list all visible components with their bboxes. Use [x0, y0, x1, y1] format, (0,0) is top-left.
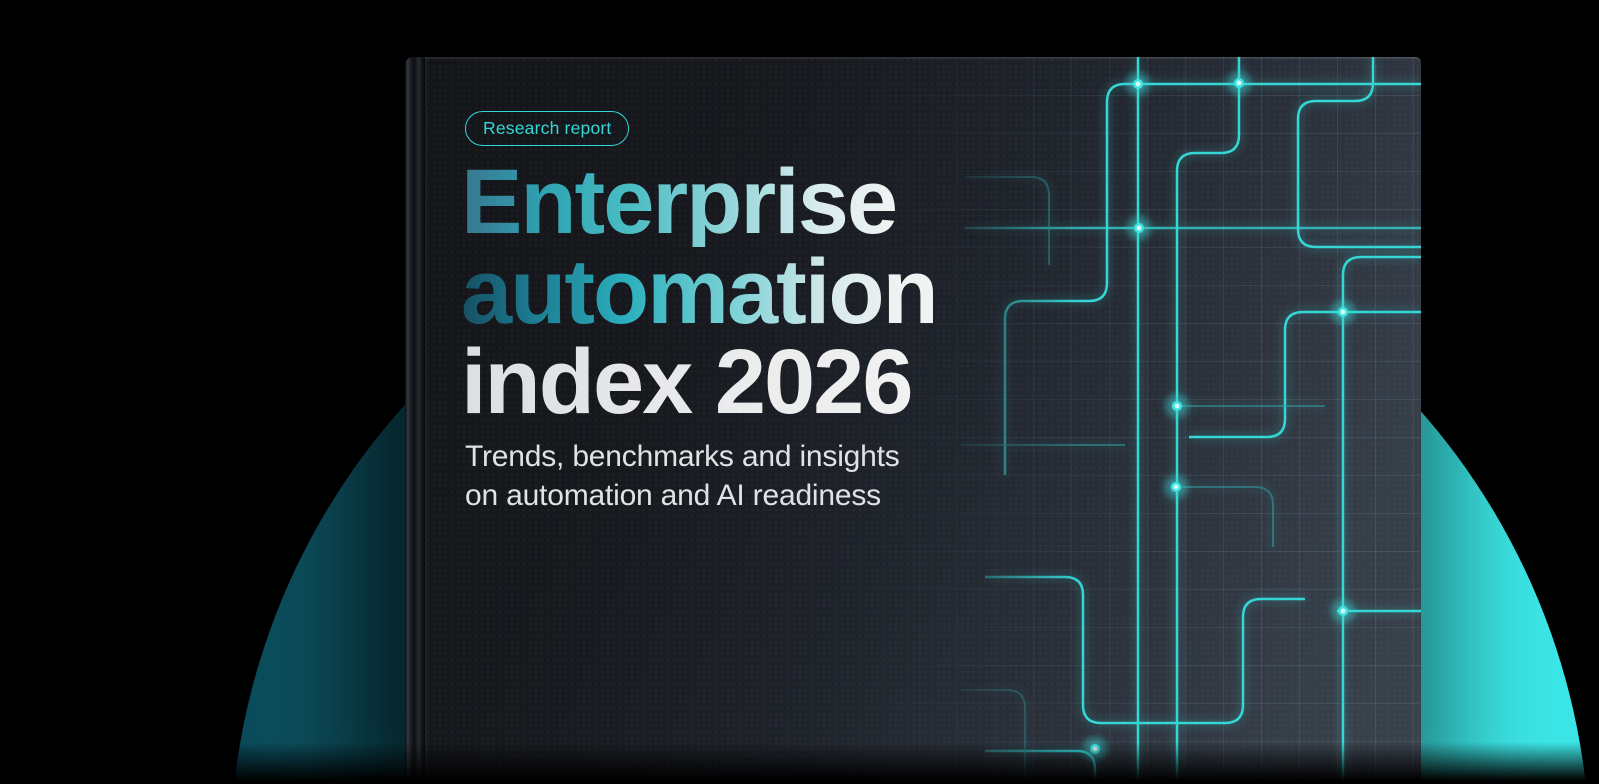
subtitle-line-1: Trends, benchmarks and insights — [465, 440, 900, 473]
badge-label: Research report — [483, 118, 612, 138]
report-subtitle: Trends, benchmarks and insights on autom… — [465, 437, 900, 515]
book-spine — [405, 57, 425, 784]
title-line-3: index 2026 — [461, 336, 937, 428]
title-line-1: Enterprise — [461, 156, 937, 248]
grid-pattern — [843, 57, 1421, 784]
book-cover-front: Research report Enterprise automation in… — [425, 57, 1421, 784]
report-type-badge: Research report — [465, 111, 630, 146]
cover-content: Research report Enterprise automation in… — [425, 57, 1421, 784]
report-title: Enterprise automation index 2026 — [461, 156, 939, 428]
title-line-2: automation — [461, 241, 939, 343]
bottom-fade-overlay — [0, 742, 1599, 784]
subtitle-line-2: on automation and AI readiness — [465, 479, 881, 512]
halftone-texture — [425, 57, 1421, 784]
report-cover-mockup: Research report Enterprise automation in… — [405, 57, 1421, 784]
